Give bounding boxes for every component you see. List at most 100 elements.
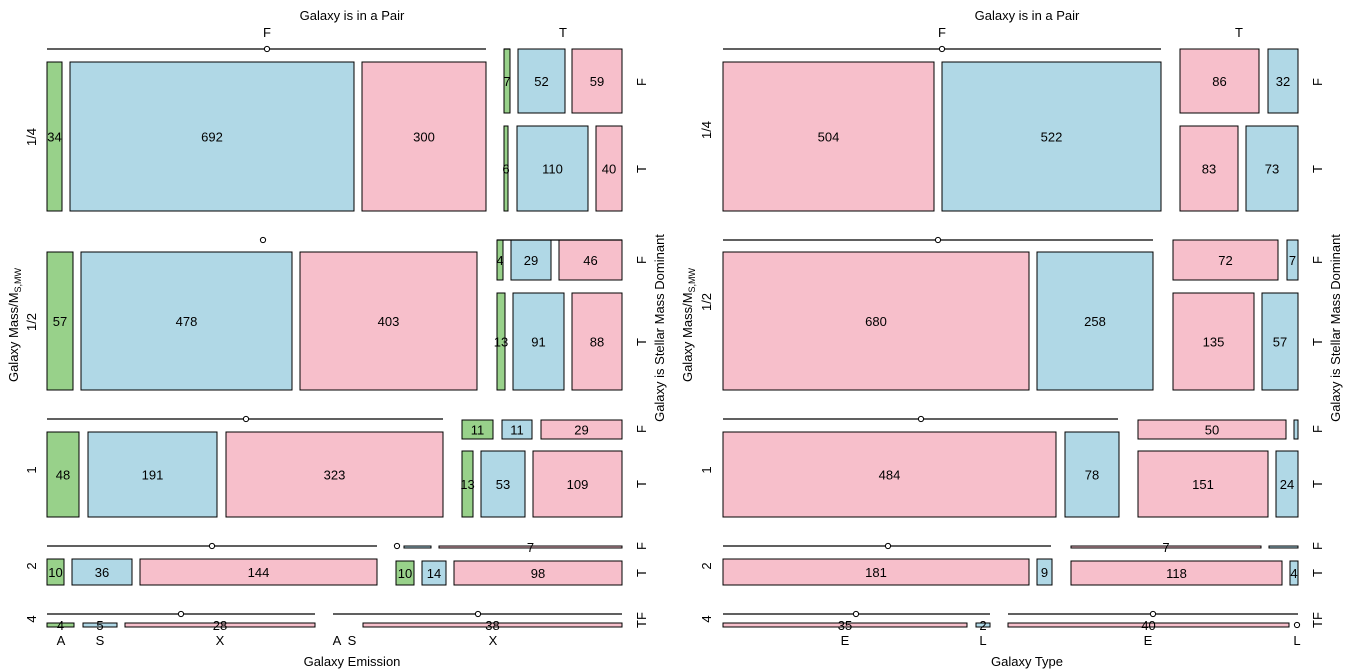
right-cell-1-TF-1 bbox=[1293, 419, 1299, 440]
left-cell-value: 4 bbox=[57, 618, 64, 633]
right-y-axis-label: Galaxy Mass/MS,MW bbox=[680, 267, 697, 382]
left-cell-value: 7 bbox=[527, 540, 534, 555]
left-cell-value: 5 bbox=[96, 618, 103, 633]
left-cell-2-TT-2 bbox=[453, 560, 623, 586]
left-cell-value: 57 bbox=[53, 314, 67, 329]
right-cell-value: 4 bbox=[1290, 566, 1297, 581]
right-sub-t-2: T bbox=[1310, 338, 1325, 346]
left-cell-value: 40 bbox=[602, 162, 616, 177]
right-cell-2-FT-1 bbox=[1036, 558, 1053, 586]
right-divider-marker bbox=[938, 45, 946, 53]
left-divider-marker bbox=[208, 542, 216, 550]
left-cell-1_4-FF-0 bbox=[46, 61, 63, 212]
right-cell-value: 86 bbox=[1212, 74, 1226, 89]
left-tick-s1: S bbox=[96, 633, 105, 648]
left-cell-value: 46 bbox=[583, 253, 597, 268]
right-sub-t-3: T bbox=[1310, 480, 1325, 488]
left-sub-labels: F T F T F T F T TF bbox=[634, 78, 649, 628]
left-row-label-two: 2 bbox=[24, 562, 39, 569]
left-cell-value: 110 bbox=[542, 162, 563, 177]
left-sub-f-1: F bbox=[634, 78, 649, 86]
right-cell-1_4-TF-0 bbox=[1179, 48, 1260, 114]
right-cell-1-FF-0 bbox=[722, 431, 1057, 518]
left-cell-value: 4 bbox=[496, 253, 503, 268]
left-cell-1_4-TF-2 bbox=[571, 48, 623, 114]
left-cell-1-TF-1 bbox=[501, 419, 533, 440]
left-sub-t-1: T bbox=[634, 165, 649, 173]
left-cell-1_4-FF-2 bbox=[361, 61, 487, 212]
right-cell-value: 73 bbox=[1265, 162, 1279, 177]
right-divider-marker bbox=[852, 610, 860, 618]
left-cell-2-FT-0 bbox=[46, 558, 65, 586]
right-cell-value: 57 bbox=[1273, 335, 1287, 350]
left-cell-value: 13 bbox=[494, 335, 508, 350]
right-cell-value: 522 bbox=[1041, 130, 1063, 145]
left-cell-1_2-TT-2 bbox=[571, 292, 623, 391]
left-cell-value: 59 bbox=[590, 74, 604, 89]
left-cell-4-FT-2 bbox=[124, 622, 316, 628]
left-cell-2-TT-1 bbox=[421, 560, 447, 586]
left-cell-1_2-TF-1 bbox=[510, 239, 552, 281]
left-cell-2-FT-2 bbox=[139, 558, 378, 586]
left-divider-marker bbox=[263, 45, 271, 53]
left-right-axis-label: Galaxy is Stellar Mass Dominant bbox=[652, 234, 667, 422]
right-cell-4-FT-1 bbox=[975, 622, 991, 628]
right-cell-1-TT-0 bbox=[1137, 450, 1269, 518]
left-row-label-quarter: 1/4 bbox=[24, 128, 39, 146]
left-cell-value: 692 bbox=[201, 130, 223, 145]
left-cell-value: 300 bbox=[413, 130, 435, 145]
left-cell-value: 191 bbox=[142, 468, 164, 483]
left-sub-t-3: T bbox=[634, 480, 649, 488]
left-cell-value: 10 bbox=[398, 566, 412, 581]
left-cell-1-TT-2 bbox=[532, 450, 623, 518]
left-divider-marker bbox=[393, 542, 401, 550]
left-row-label-four: 4 bbox=[24, 615, 39, 622]
left-cell-1-TT-0 bbox=[461, 450, 474, 518]
right-mosaic: Galaxy is in a Pair F T Galaxy Type Gala… bbox=[680, 8, 1343, 669]
right-cell-value: 258 bbox=[1084, 314, 1106, 329]
right-tick-e1: E bbox=[841, 633, 850, 648]
right-right-axis-label: Galaxy is Stellar Mass Dominant bbox=[1328, 234, 1343, 422]
right-cell-value: 7 bbox=[1289, 253, 1296, 268]
right-divider-marker bbox=[884, 542, 892, 550]
right-cell-value: 118 bbox=[1166, 566, 1187, 581]
left-cell-value: 36 bbox=[95, 565, 109, 580]
right-tick-l2: L bbox=[1293, 633, 1300, 648]
left-cell-1_2-FF-2 bbox=[299, 251, 478, 391]
left-divider-marker bbox=[474, 610, 482, 618]
left-tick-a2: A bbox=[333, 633, 342, 648]
right-cell-value: 72 bbox=[1218, 253, 1232, 268]
right-cell-value: 9 bbox=[1041, 565, 1048, 580]
left-cell-1-FF-2 bbox=[225, 431, 444, 518]
left-cell-value: 91 bbox=[531, 335, 545, 350]
left-tick-x1: X bbox=[216, 633, 225, 648]
left-cell-value: 38 bbox=[485, 618, 499, 633]
right-cell-2-TT-1 bbox=[1289, 560, 1299, 586]
right-cell-1_4-FF-1 bbox=[941, 61, 1162, 212]
left-sub-f-3: F bbox=[634, 425, 649, 433]
left-cell-value: 109 bbox=[567, 477, 589, 492]
left-cell-value: 323 bbox=[324, 468, 346, 483]
right-sub-f-2: F bbox=[1310, 256, 1325, 264]
left-cell-value: 52 bbox=[534, 74, 548, 89]
right-row-label-one: 1 bbox=[699, 466, 714, 473]
left-divider-marker bbox=[242, 415, 250, 423]
left-cell-1-FF-0 bbox=[46, 431, 80, 518]
right-row-label-quarter: 1/4 bbox=[699, 121, 714, 139]
right-title: Galaxy is in a Pair bbox=[975, 8, 1080, 23]
right-cell-1_4-TT-0 bbox=[1179, 125, 1239, 212]
left-cell-1_2-TT-0 bbox=[496, 292, 506, 391]
right-divider-marker bbox=[917, 415, 925, 423]
right-pair-f-label: F bbox=[938, 25, 946, 40]
right-cell-1_4-FF-0 bbox=[722, 61, 935, 212]
left-cell-value: 53 bbox=[496, 477, 510, 492]
left-sub-f-2: F bbox=[634, 256, 649, 264]
left-cell-2-TT-0 bbox=[395, 560, 415, 586]
left-divider-marker bbox=[259, 236, 267, 244]
left-cell-4-FT-1 bbox=[82, 622, 118, 628]
left-tick-x2: X bbox=[489, 633, 498, 648]
right-cell-2-TF-1 bbox=[1268, 545, 1299, 549]
right-cell-1-TT-1 bbox=[1275, 450, 1299, 518]
right-cell-2-TT-0 bbox=[1070, 560, 1283, 586]
